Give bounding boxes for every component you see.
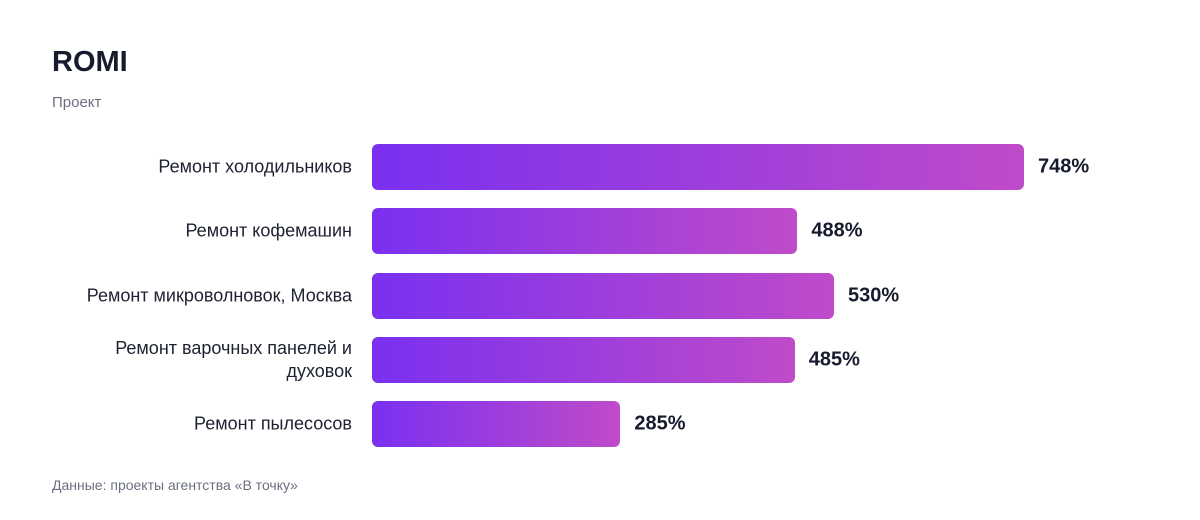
category-label: Ремонт пылесосов (194, 413, 352, 434)
source-note: Данные: проекты агентства «В точку» (52, 477, 298, 493)
category-label: Ремонт кофемашин (185, 220, 352, 241)
category-label: Ремонт холодильников (158, 156, 352, 177)
value-label: 748% (1038, 155, 1090, 178)
value-label: 485% (808, 348, 860, 371)
value-label: 285% (634, 412, 686, 435)
bar (372, 272, 834, 319)
bar (372, 208, 798, 255)
bar (372, 144, 1024, 190)
bar (372, 336, 795, 383)
category-label: Ремонт варочных панелей и духовок (115, 337, 352, 381)
chart-subtitle: Проект (52, 94, 102, 111)
value-label: 530% (847, 284, 900, 306)
chart-title: ROMI (52, 46, 128, 78)
category-label: Ремонт микроволновок, Москва (86, 285, 352, 305)
bar (372, 401, 621, 447)
value-label: 488% (811, 219, 863, 242)
